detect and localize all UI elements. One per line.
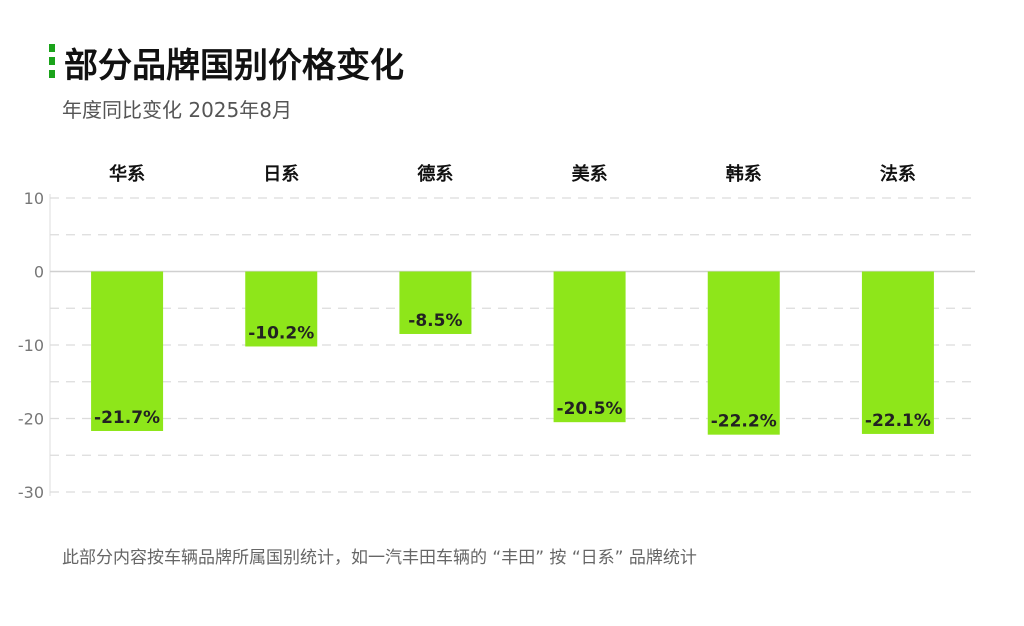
bar bbox=[399, 271, 472, 334]
data-label: -21.7% bbox=[94, 408, 160, 428]
category-label: 法系 bbox=[880, 163, 916, 185]
chart-subtitle: 年度同比变化 2025年8月 bbox=[62, 98, 292, 122]
data-label: -22.2% bbox=[711, 412, 777, 432]
bar bbox=[861, 271, 934, 434]
y-tick-label: 10 bbox=[24, 189, 44, 208]
chart-title: 部分品牌国别价格变化 bbox=[64, 46, 404, 86]
title-accent-mark bbox=[49, 44, 55, 78]
y-tick-label: 0 bbox=[34, 263, 44, 282]
bar bbox=[553, 271, 626, 423]
bar bbox=[91, 271, 164, 431]
category-label: 日系 bbox=[263, 164, 299, 185]
bar bbox=[707, 271, 780, 435]
data-label: -20.5% bbox=[557, 399, 623, 419]
y-tick-label: -20 bbox=[18, 410, 44, 429]
data-label: -10.2% bbox=[248, 323, 314, 343]
y-tick-label: -30 bbox=[18, 483, 44, 502]
bar bbox=[245, 271, 318, 347]
category-label: 华系 bbox=[109, 163, 145, 185]
data-label: -22.1% bbox=[865, 411, 931, 431]
data-label: -8.5% bbox=[408, 311, 462, 331]
category-label: 德系 bbox=[417, 163, 453, 185]
category-label: 韩系 bbox=[726, 163, 762, 185]
footnote: 此部分内容按车辆品牌所属国别统计，如一汽丰田车辆的 “丰田” 按 “日系” 品牌… bbox=[62, 548, 697, 568]
category-label: 美系 bbox=[572, 163, 608, 185]
y-tick-label: -10 bbox=[18, 336, 44, 355]
